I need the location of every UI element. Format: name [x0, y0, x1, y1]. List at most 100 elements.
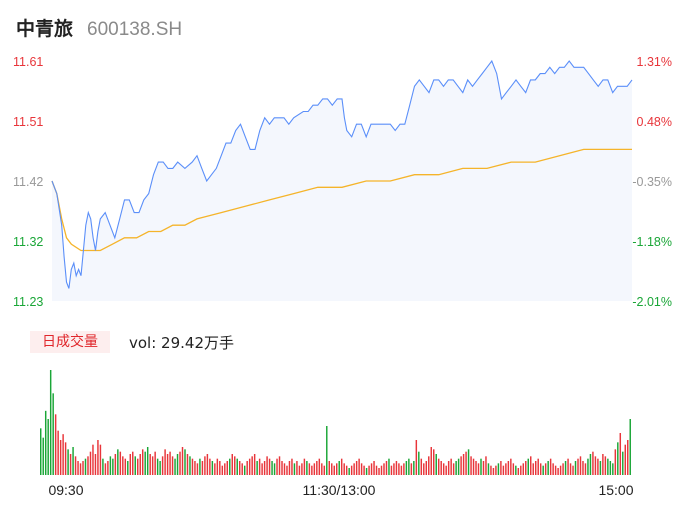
volume-bar — [49, 370, 52, 475]
volume-bar — [395, 461, 398, 475]
volume-bar — [353, 463, 355, 475]
volume-bar — [462, 454, 465, 475]
volume-bar — [219, 461, 221, 475]
volume-bar — [84, 458, 87, 475]
price-area — [52, 61, 632, 301]
volume-bar — [92, 444, 94, 475]
volume-bar — [502, 465, 505, 475]
volume-bar — [452, 463, 455, 475]
volume-bar — [336, 463, 338, 475]
volume-bar — [268, 458, 271, 475]
volume-bar — [559, 465, 562, 475]
volume-bar — [161, 456, 164, 475]
daily-volume-tag[interactable]: 日成交量 — [30, 331, 110, 353]
volume-bar — [408, 458, 410, 475]
volume-bar — [587, 458, 589, 475]
volume-bar — [542, 465, 544, 475]
volume-bar — [428, 456, 430, 475]
volume-bar — [278, 456, 281, 475]
volume-bar — [308, 463, 311, 475]
volume-bar — [534, 461, 537, 475]
volume-bar — [196, 463, 199, 475]
volume-bar — [201, 461, 204, 475]
volume-bar — [174, 458, 176, 475]
percent-tick-label: -1.18% — [632, 235, 672, 249]
volume-bar — [609, 461, 612, 475]
volume-bar — [127, 461, 129, 475]
volume-bar — [107, 461, 109, 475]
volume-bar — [447, 461, 450, 475]
volume-bar — [216, 458, 219, 475]
volume-bar — [617, 442, 619, 475]
volume-bar — [293, 463, 296, 475]
volume-bar — [413, 461, 415, 475]
volume-bar — [181, 447, 184, 475]
volume-bar — [338, 461, 340, 475]
volume-bar — [490, 465, 492, 475]
volume-bar — [477, 463, 480, 475]
volume-bar — [59, 440, 62, 475]
volume-bar — [622, 451, 624, 475]
price-tick-label: 11.42 — [13, 175, 43, 189]
volume-bar — [119, 451, 122, 475]
volume-bar — [281, 461, 283, 475]
volume-bar — [246, 461, 248, 475]
volume-bar — [500, 461, 502, 475]
volume-bar — [363, 465, 365, 475]
volume-bar — [365, 468, 368, 475]
volume-bar — [435, 454, 437, 475]
volume-bar — [544, 463, 547, 475]
volume-bar — [221, 465, 224, 475]
volume-bar — [557, 468, 559, 475]
volume-bar — [522, 463, 525, 475]
volume-bar — [214, 463, 216, 475]
volume-bar — [589, 454, 592, 475]
volume-bar — [433, 449, 435, 475]
volume-bar — [266, 456, 268, 475]
volume-bar — [224, 463, 226, 475]
volume-bar — [345, 465, 348, 475]
volume-bar — [144, 451, 146, 475]
volume-bar — [258, 458, 261, 475]
volume-bar — [97, 440, 99, 475]
volume-bar — [171, 456, 174, 475]
stock-name: 中青旅 — [16, 18, 74, 40]
volume-bar — [64, 442, 67, 475]
volume-bar — [40, 428, 42, 475]
volume-bar — [482, 461, 485, 475]
volume-bar — [457, 458, 460, 475]
volume-bar — [592, 451, 594, 475]
volume-bars — [40, 370, 631, 475]
volume-bar — [229, 458, 231, 475]
volume-bar — [584, 463, 587, 475]
volume-bar — [328, 461, 330, 475]
volume-bar — [348, 468, 350, 475]
volume-bar — [326, 426, 328, 475]
volume-bar — [52, 393, 54, 475]
volume-bar — [450, 458, 452, 475]
volume-bar — [206, 454, 209, 475]
volume-bar — [176, 454, 179, 475]
volume-bar — [313, 463, 316, 475]
price-tick-label: 11.32 — [13, 235, 43, 249]
volume-bar — [373, 461, 375, 475]
volume-bar — [405, 461, 408, 475]
volume-bar — [273, 463, 276, 475]
volume-bar — [186, 454, 189, 475]
volume-bar — [425, 461, 428, 475]
time-tick-label: 09:30 — [48, 482, 83, 498]
volume-bar — [602, 454, 604, 475]
volume-bar — [375, 465, 378, 475]
volume-bar — [169, 451, 171, 475]
volume-bar — [400, 465, 403, 475]
volume-bar — [527, 458, 529, 475]
time-axis: 09:30 11:30/13:00 15:00 — [48, 482, 633, 498]
volume-bar — [470, 456, 472, 475]
volume-bar — [455, 461, 457, 475]
volume-bar — [164, 449, 166, 475]
price-area-fill — [52, 61, 632, 301]
volume-bar — [415, 440, 418, 475]
volume-bar — [497, 463, 500, 475]
volume-bar — [238, 461, 241, 475]
